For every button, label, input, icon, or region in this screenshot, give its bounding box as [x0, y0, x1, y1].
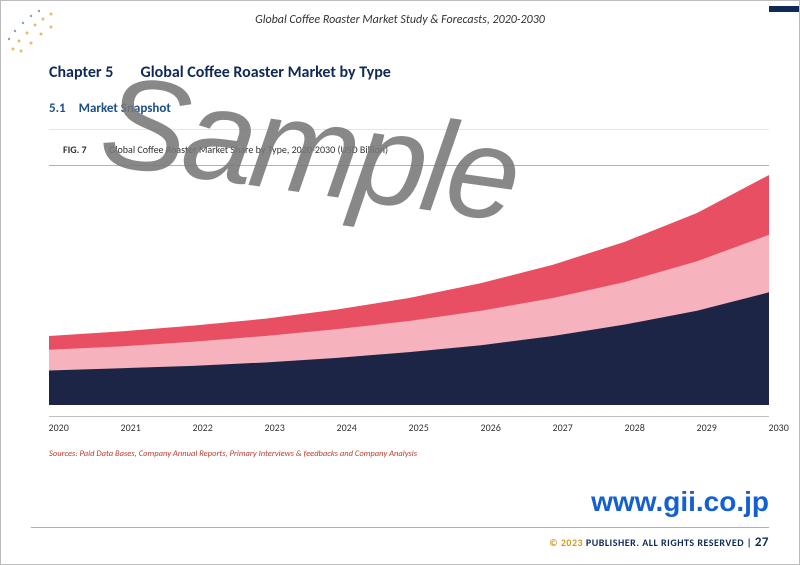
divider-bottom — [31, 527, 769, 528]
section-heading: 5.1 Market Snapshot — [49, 101, 171, 116]
publisher-text: PUBLISHER. ALL RIGHTS RESERVED — [586, 536, 744, 549]
x-tick-label: 2020 — [49, 421, 50, 434]
x-tick-label: 2027 — [553, 421, 554, 434]
section-title-text: Market Snapshot — [79, 101, 171, 116]
copyright-year: © 2023 — [549, 536, 583, 549]
chart-svg — [49, 175, 769, 405]
chapter-title-text: Global Coffee Roaster Market by Type — [141, 63, 391, 82]
figure-caption-row: FIG. 7 Global Coffee Roaster Market Shar… — [63, 143, 388, 156]
x-tick-label: 2022 — [193, 421, 194, 434]
sources-note: Sources: Paid Data Bases, Company Annual… — [49, 449, 417, 459]
figure-caption: Global Coffee Roaster Market Share by Ty… — [109, 143, 388, 156]
report-page: Global Coffee Roaster Market Study & For… — [0, 0, 800, 565]
x-tick-label: 2029 — [697, 421, 698, 434]
chapter-heading: Chapter 5 Global Coffee Roaster Market b… — [49, 63, 391, 82]
x-tick-label: 2025 — [409, 421, 410, 434]
divider-gold — [49, 165, 769, 166]
chapter-number: Chapter 5 — [49, 63, 113, 82]
section-number: 5.1 — [49, 101, 66, 116]
area-chart: 2020 2021 2022 2023 2024 2025 2026 2027 2028 2029… — [49, 175, 769, 435]
header-stripe — [769, 6, 799, 12]
watermark-url: www.gii.co.jp — [591, 486, 769, 518]
x-tick-label: 2030 — [769, 421, 770, 434]
document-title: Global Coffee Roaster Market Study & For… — [1, 13, 799, 27]
x-axis-line — [49, 416, 769, 417]
figure-label: FIG. 7 — [63, 143, 87, 156]
corner-decoration — [1, 1, 71, 71]
footer-separator: | — [747, 536, 752, 549]
x-tick-label: 2021 — [121, 421, 122, 434]
x-tick-label: 2026 — [481, 421, 482, 434]
x-tick-label: 2023 — [265, 421, 266, 434]
x-axis-labels: 2020 2021 2022 2023 2024 2025 2026 2027 2028 2029… — [49, 421, 769, 435]
x-tick-label: 2024 — [337, 421, 338, 434]
footer: © 2023 PUBLISHER. ALL RIGHTS RESERVED | … — [549, 535, 769, 550]
page-number: 27 — [755, 535, 769, 550]
divider-top — [49, 129, 769, 130]
x-tick-label: 2028 — [625, 421, 626, 434]
